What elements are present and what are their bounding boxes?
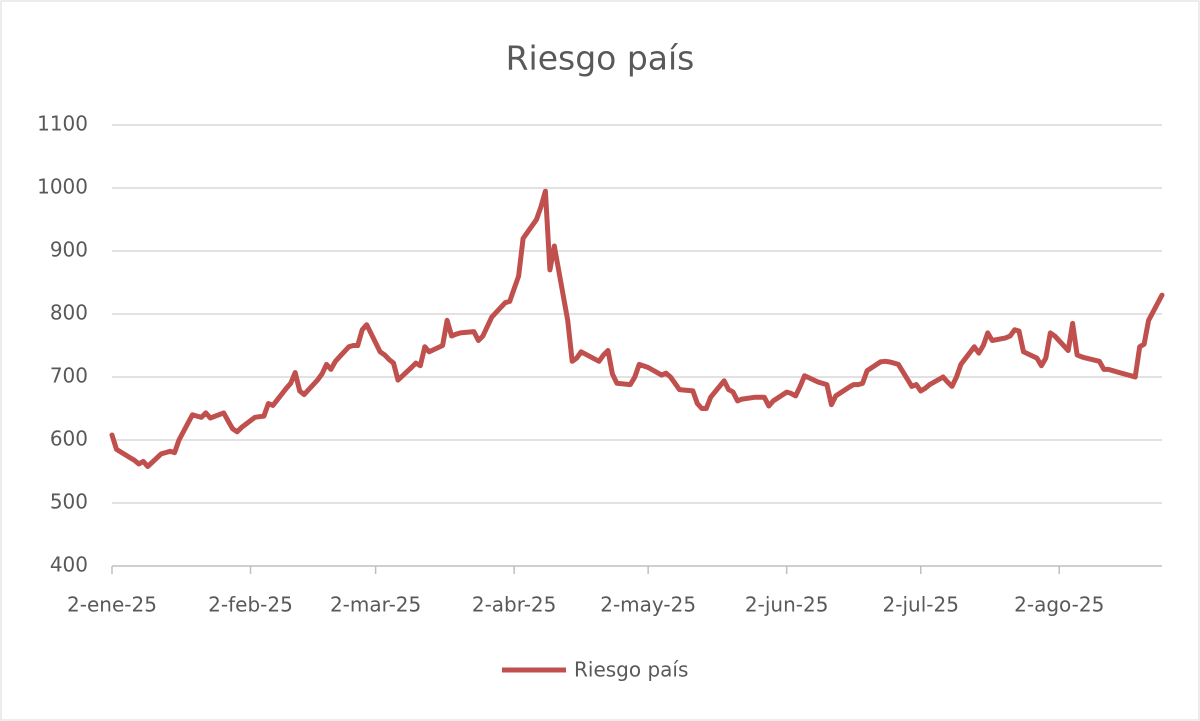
x-tick-label: 2-abr-25: [472, 593, 557, 617]
y-tick-label: 400: [50, 553, 88, 577]
x-tick-label: 2-feb-25: [208, 593, 293, 617]
x-tick-label: 2-ene-25: [67, 593, 157, 617]
chart-title: Riesgo país: [506, 39, 695, 78]
x-tick-label: 2-jul-25: [883, 593, 959, 617]
y-tick-label: 500: [50, 490, 88, 514]
legend-label: Riesgo país: [574, 658, 688, 682]
x-tick-label: 2-ago-25: [1014, 593, 1104, 617]
x-tick-label: 2-may-25: [600, 593, 696, 617]
x-tick-label: 2-mar-25: [330, 593, 421, 617]
y-tick-label: 1000: [37, 175, 88, 199]
y-tick-label: 600: [50, 427, 88, 451]
y-tick-label: 800: [50, 301, 88, 325]
y-tick-label: 1100: [37, 112, 88, 136]
x-tick-label: 2-jun-25: [745, 593, 829, 617]
y-tick-label: 900: [50, 238, 88, 262]
data-line: [109, 188, 1165, 469]
y-tick-label: 700: [50, 364, 88, 388]
